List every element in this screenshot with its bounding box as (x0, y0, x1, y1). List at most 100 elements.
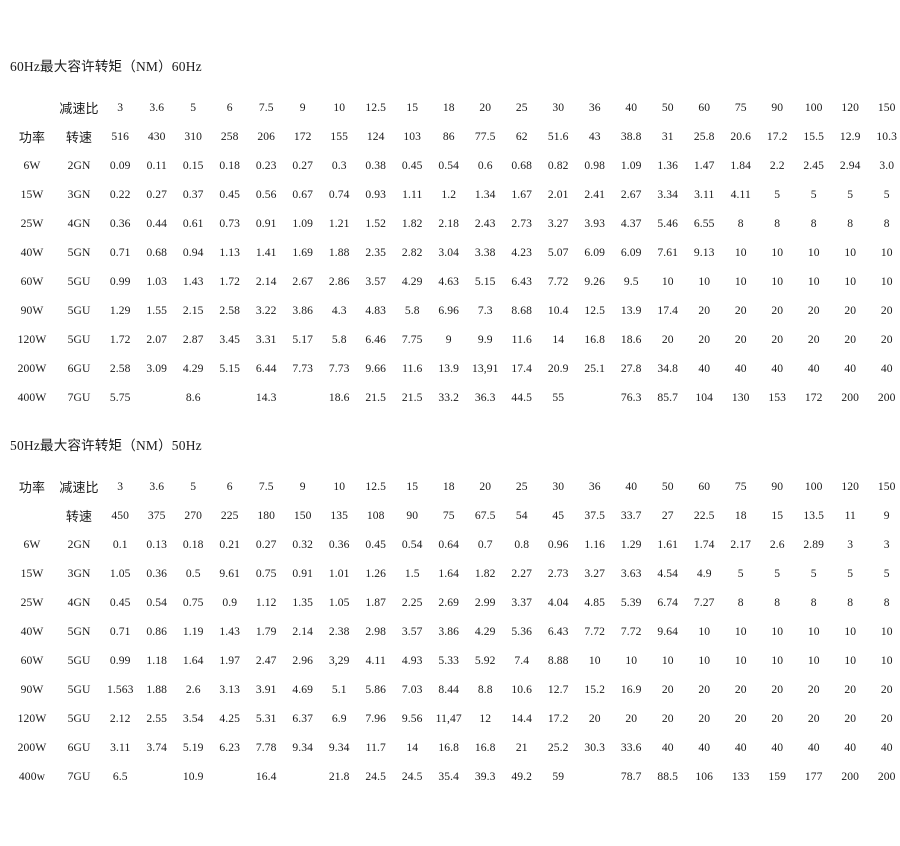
torque-value-cell: 3.0 (879, 159, 895, 172)
torque-value-cell: 1.563 (106, 683, 134, 696)
torque-value-cell: 5.15 (219, 362, 241, 375)
ratio-header-cell: 10 (333, 480, 346, 493)
torque-value-cell: 25.2 (547, 741, 569, 754)
torque-value-cell: 3.93 (584, 217, 606, 230)
torque-value-cell: 0.98 (584, 159, 606, 172)
torque-value-cell: 2.14 (255, 275, 277, 288)
torque-value-cell: 76.3 (620, 391, 642, 404)
torque-value-cell: 1.97 (219, 654, 241, 667)
speed-header-cell: 67.5 (474, 509, 496, 522)
power-rating-cell: 25W (20, 217, 44, 230)
torque-value-cell: 2.67 (620, 188, 642, 201)
speed-header-cell: 10.3 (876, 130, 898, 143)
torque-value-cell: 12.5 (584, 304, 606, 317)
ratio-header-row: 功率 减速比 3 3.6 5 6 7.5 9 10 12.5 15 18 20 25 30 36 40 50 60 7… (8, 472, 900, 501)
torque-value-cell: 24.5 (401, 770, 423, 783)
speed-header-cell: 375 (147, 509, 166, 522)
torque-value-cell: 49.2 (511, 770, 533, 783)
ratio-header-label: 减速比 (59, 101, 99, 116)
torque-value-cell: 2.25 (401, 596, 423, 609)
torque-value-cell: 8.44 (438, 683, 460, 696)
torque-value-cell: 20 (844, 712, 857, 725)
spacer-cell (8, 501, 56, 530)
gearbox-model-cell: 2GN (67, 159, 91, 172)
torque-value-cell: 8 (883, 596, 890, 609)
torque-value-cell: 1.79 (255, 625, 277, 638)
table-row: 25W 4GN 0.36 0.44 0.61 0.73 0.91 1.09 1.21 1.52 1.… (8, 209, 900, 238)
torque-value-cell: 6.5 (112, 770, 128, 783)
torque-value-cell: 0.27 (255, 538, 277, 551)
torque-value-cell: 16.8 (438, 741, 460, 754)
torque-value-cell: 3.86 (438, 625, 460, 638)
speed-header-cell: 17.2 (766, 130, 788, 143)
torque-value-cell: 20 (771, 333, 784, 346)
speed-header-cell: 15.5 (803, 130, 825, 143)
torque-value-cell: 7.3 (477, 304, 493, 317)
torque-value-cell: 4.93 (401, 654, 423, 667)
torque-value-cell: 1.88 (328, 246, 350, 259)
torque-value-cell: 2.43 (474, 217, 496, 230)
torque-value-cell: 2.73 (547, 567, 569, 580)
torque-value-cell: 10 (698, 654, 711, 667)
torque-value-cell: 4.29 (182, 362, 204, 375)
torque-value-cell: 1.84 (730, 159, 752, 172)
torque-value-cell: 172 (804, 391, 823, 404)
torque-value-cell: 8 (737, 217, 744, 230)
torque-value-cell: 25.1 (584, 362, 606, 375)
table-60hz-ratio-header-row: 减速比 3 3.6 5 6 7.5 9 10 12.5 15 18 20 25 … (8, 93, 900, 122)
torque-value-cell: 1.88 (146, 683, 168, 696)
torque-value-cell: 20 (588, 712, 601, 725)
torque-value-cell: 11,47 (435, 712, 462, 725)
torque-value-cell: 0.7 (477, 538, 493, 551)
torque-value-cell: 3.11 (110, 741, 131, 754)
power-rating-cell: 400W (17, 391, 47, 404)
torque-value-cell: 20 (771, 683, 784, 696)
ratio-header-cell: 40 (625, 480, 638, 493)
torque-value-cell: 0.27 (292, 159, 314, 172)
ratio-header-cell: 120 (841, 101, 860, 114)
torque-value-cell: 1.47 (693, 159, 715, 172)
torque-value-cell: 2.55 (146, 712, 168, 725)
gearbox-model-cell: 5GN (67, 246, 91, 259)
torque-value-cell: 7.27 (693, 596, 715, 609)
torque-value-cell (212, 762, 249, 791)
torque-value-cell: 9.61 (219, 567, 241, 580)
torque-value-cell: 7.73 (328, 362, 350, 375)
torque-value-cell: 1.26 (365, 567, 387, 580)
power-rating-cell: 400w (18, 770, 46, 783)
torque-value-cell: 20 (661, 683, 674, 696)
speed-header-cell: 31 (661, 130, 674, 143)
torque-value-cell: 2.45 (803, 159, 825, 172)
torque-value-cell: 5.8 (331, 333, 347, 346)
torque-value-cell: 2.82 (401, 246, 423, 259)
ratio-header-cell: 15 (406, 101, 419, 114)
speed-header-cell: 38.8 (620, 130, 642, 143)
torque-value-cell: 21 (515, 741, 528, 754)
ratio-header-cell: 75 (734, 480, 747, 493)
torque-value-cell: 40 (807, 741, 820, 754)
torque-value-cell: 8 (810, 596, 817, 609)
torque-value-cell: 1.29 (620, 538, 642, 551)
torque-value-cell: 40 (771, 741, 784, 754)
torque-value-cell: 1.19 (182, 625, 204, 638)
torque-value-cell: 0.18 (219, 159, 241, 172)
power-rating-cell: 120W (17, 712, 47, 725)
ratio-header-cell: 30 (552, 480, 565, 493)
torque-value-cell: 8.8 (477, 683, 493, 696)
torque-value-cell: 10 (807, 246, 820, 259)
torque-value-cell: 4.9 (696, 567, 712, 580)
ratio-header-cell: 20 (479, 101, 492, 114)
torque-value-cell: 6.43 (547, 625, 569, 638)
torque-value-cell: 7.61 (657, 246, 679, 259)
torque-value-cell: 13,91 (471, 362, 499, 375)
torque-value-cell: 106 (695, 770, 714, 783)
torque-value-cell: 3.09 (146, 362, 168, 375)
torque-value-cell: 133 (731, 770, 750, 783)
torque-value-cell: 200 (877, 391, 896, 404)
torque-value-cell: 0.1 (112, 538, 128, 551)
torque-value-cell: 9.64 (657, 625, 679, 638)
torque-value-cell: 10 (880, 246, 893, 259)
torque-value-cell: 5.39 (620, 596, 642, 609)
torque-value-cell: 4.3 (331, 304, 347, 317)
